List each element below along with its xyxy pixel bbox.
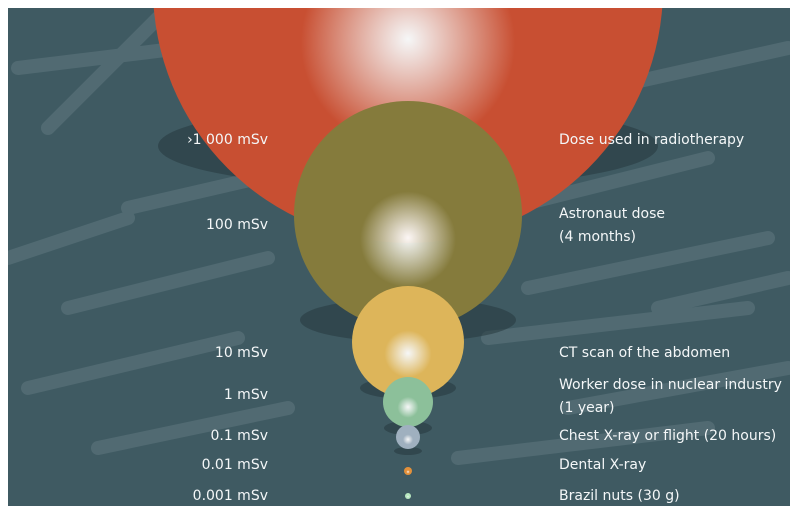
desc-chest-xray: Chest X-ray or flight (20 hours) [559,428,777,444]
sphere-ct-scan [352,286,464,398]
desc-worker-line2: (1 year) [559,400,615,416]
dose-label-dental-xray: 0.01 mSv [201,457,268,473]
sphere-shadow-chest-xray [394,447,422,455]
desc-astronaut-line2: (4 months) [559,229,637,245]
sphere-chest-xray [396,425,420,449]
diagram-panel: ›1 000 mSv 100 mSv 10 mSv 1 mSv 0.1 mSv … [8,8,790,506]
sphere-worker [383,377,433,427]
desc-worker-line1: Worker dose in nuclear industry [559,377,782,393]
dose-label-astronaut: 100 mSv [206,217,268,233]
dose-label-radiotherapy: ›1 000 mSv [187,132,268,148]
desc-radiotherapy: Dose used in radiotherapy [559,132,745,148]
desc-ct-scan: CT scan of the abdomen [559,345,731,361]
sphere-brazil-nuts [405,493,411,499]
dose-label-worker: 1 mSv [223,387,268,403]
dose-label-brazil-nuts: 0.001 mSv [192,488,268,504]
dose-label-ct-scan: 10 mSv [214,345,268,361]
dose-label-chest-xray: 0.1 mSv [210,428,268,444]
desc-brazil-nuts: Brazil nuts (30 g) [559,488,680,504]
sphere-dental-xray [404,467,412,475]
sphere-astronaut [294,101,522,329]
sphere-scene [8,8,790,499]
desc-astronaut-line1: Astronaut dose [559,206,665,222]
desc-dental-xray: Dental X-ray [559,457,647,473]
